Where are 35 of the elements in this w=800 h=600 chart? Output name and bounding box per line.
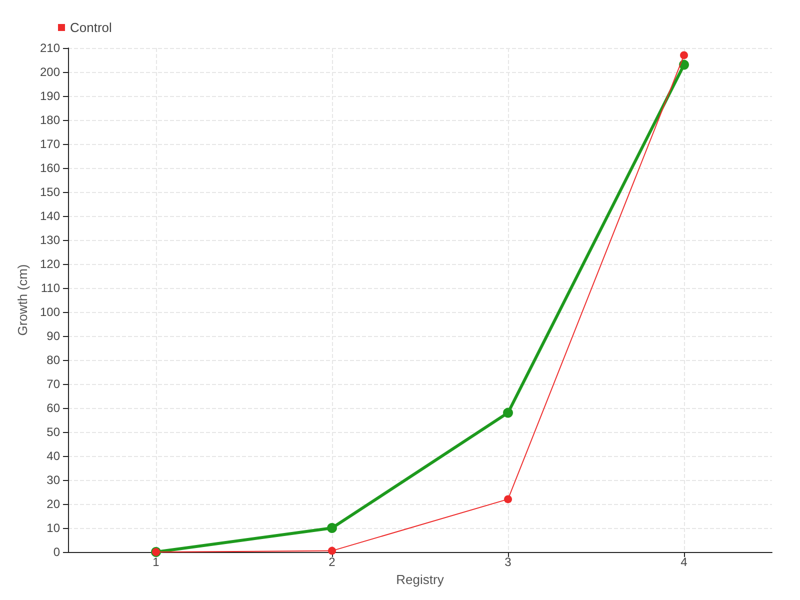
y-tick-label: 40 [46, 449, 60, 463]
point [503, 408, 513, 418]
y-tick-label: 100 [40, 305, 60, 319]
y-tick-label: 70 [46, 377, 60, 391]
y-tick-label: 90 [46, 329, 60, 343]
y-tick-label: 150 [40, 185, 60, 199]
point [504, 495, 512, 504]
x-axis-title: Registry [396, 572, 444, 587]
x-tick-label: 1 [152, 555, 160, 569]
y-tick-label: 50 [46, 425, 60, 439]
y-tick-label: 140 [40, 209, 60, 223]
y-tick-label: 30 [46, 473, 60, 487]
y-tick-label: 190 [40, 89, 60, 103]
y-tick-label: 180 [40, 113, 60, 127]
y-tick-label: 130 [40, 233, 60, 247]
x-tick-label: 3 [504, 555, 512, 569]
y-tick-label: 80 [46, 353, 60, 367]
y-tick-label: 210 [40, 41, 60, 55]
y-tick-label: 0 [53, 545, 60, 559]
y-tick-label: 10 [46, 521, 60, 535]
legend-label: Control [70, 20, 112, 35]
y-tick-label: 110 [40, 281, 60, 295]
point [680, 51, 688, 60]
y-axis-title: Growth (cm) [15, 264, 30, 336]
point [679, 60, 689, 70]
y-tick-label: 120 [40, 257, 60, 271]
y-tick-label: 160 [40, 161, 60, 175]
y-tick-label: 20 [46, 497, 60, 511]
point [327, 523, 337, 533]
point [328, 546, 336, 555]
y-tick-label: 170 [40, 137, 60, 151]
x-tick-label: 2 [328, 555, 336, 569]
y-tick-label: 60 [46, 401, 60, 415]
y-tick-label: 200 [40, 65, 60, 79]
x-tick-label: 4 [680, 555, 688, 569]
